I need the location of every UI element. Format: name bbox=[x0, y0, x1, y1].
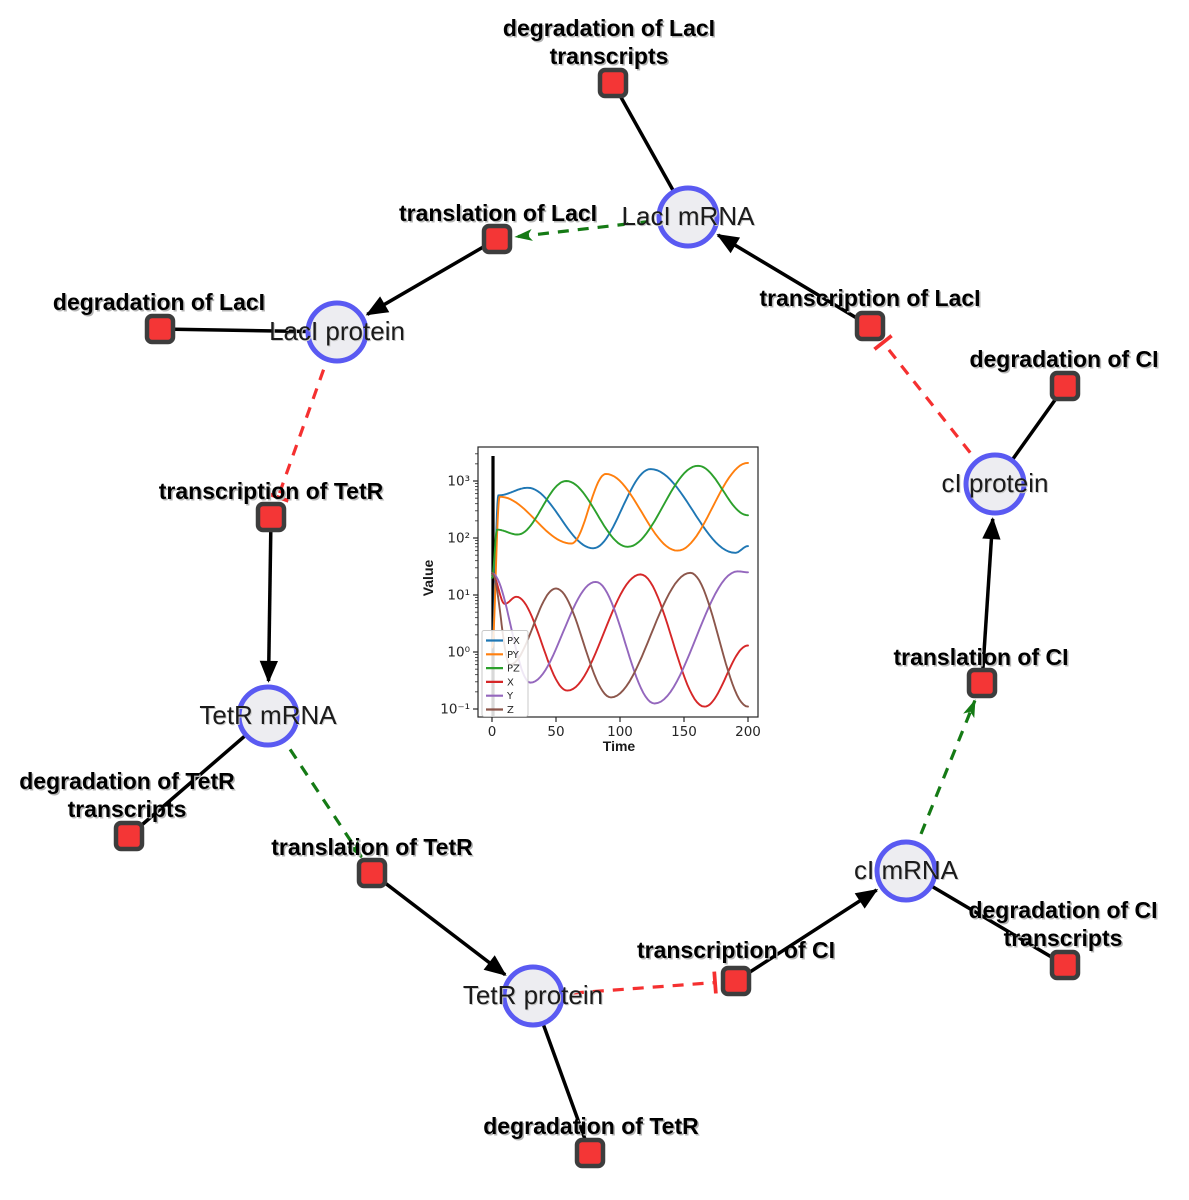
reaction-label-degradation-of-ci: degradation of CI bbox=[969, 346, 1158, 372]
legend-entry-PX: PX bbox=[507, 636, 520, 647]
chart-x-tick-label: 100 bbox=[607, 724, 633, 740]
chart-y-tick-label: 10² bbox=[447, 531, 470, 547]
chart-y-axis-label: Value bbox=[420, 560, 436, 597]
edge-transcription-of-tetr-to-tetr-mrna-production[interactable] bbox=[259, 516, 278, 683]
species-node-tetr-mrna[interactable] bbox=[236, 684, 300, 748]
chart-x-tick-label: 200 bbox=[735, 724, 761, 740]
species-label-tetr-protein: TetR protein bbox=[463, 980, 603, 1010]
reaction-node-translation-of-laci[interactable] bbox=[481, 223, 513, 255]
reaction-label-degradation-of-laci-transcripts: degradation of LacI transcripts bbox=[503, 15, 715, 69]
species-label-laci-protein: LacI protein bbox=[269, 316, 405, 346]
reaction-node-degradation-of-ci-transcripts[interactable] bbox=[1049, 949, 1081, 981]
reaction-label-transcription-of-ci: transcription of CI bbox=[637, 937, 835, 963]
chart-x-tick-label: 0 bbox=[488, 724, 497, 740]
inset-simulation-chart: 10⁻¹ 10⁰ 10¹ 10² 10³ 0 50 100 150 200 Time Value PX P… bbox=[420, 446, 761, 754]
chart-series-group bbox=[491, 461, 749, 708]
reaction-node-transcription-of-ci[interactable] bbox=[720, 965, 752, 997]
species-label-laci-mrna: LacI mRNA bbox=[622, 201, 756, 231]
reaction-label-transcription-of-tetr: transcription of TetR bbox=[159, 478, 384, 504]
chart-x-tick-label: 150 bbox=[671, 724, 697, 740]
reaction-label-degradation-of-laci: degradation of LacI bbox=[53, 289, 265, 315]
reaction-node-degradation-of-tetr-transcripts[interactable] bbox=[113, 820, 145, 852]
reaction-label-translation-of-ci: translation of CI bbox=[893, 644, 1068, 670]
species-node-tetr-protein[interactable] bbox=[501, 964, 565, 1028]
series-line-PY bbox=[491, 461, 749, 649]
reaction-label-transcription-of-laci: transcription of LacI bbox=[759, 285, 980, 311]
reaction-node-transcription-of-tetr[interactable] bbox=[255, 501, 287, 533]
reaction-node-transcription-of-laci[interactable] bbox=[854, 310, 886, 342]
chart-legend bbox=[481, 630, 529, 717]
labels-layer: degradation of LacI transcripts translatio… bbox=[19, 15, 1158, 1139]
species-node-ci-protein[interactable] bbox=[963, 452, 1027, 516]
reaction-node-degradation-of-laci[interactable] bbox=[144, 313, 176, 345]
reaction-node-degradation-of-tetr[interactable] bbox=[574, 1137, 606, 1169]
edge-translation-of-ci-to-ci-protein-production[interactable] bbox=[980, 517, 1001, 684]
chart-x-axis-label: Time bbox=[603, 738, 636, 754]
series-line-PX bbox=[491, 468, 749, 649]
chart-x-tick-label: 50 bbox=[547, 724, 564, 740]
reaction-label-degradation-of-tetr-transcripts: degradation of TetR transcripts bbox=[19, 768, 235, 822]
series-line-PZ bbox=[491, 464, 749, 579]
species-label-tetr-mrna: TetR mRNA bbox=[199, 700, 337, 730]
species-label-ci-protein: cI protein bbox=[942, 468, 1049, 498]
reaction-node-translation-of-tetr[interactable] bbox=[356, 857, 388, 889]
legend-entry-Z: Z bbox=[507, 705, 514, 716]
legend-entry-X: X bbox=[507, 677, 514, 688]
edge-transcription-of-ci-to-ci-mrna-production[interactable] bbox=[735, 888, 879, 983]
nodes-layer bbox=[113, 67, 1081, 1169]
reaction-node-degradation-of-ci[interactable] bbox=[1049, 370, 1081, 402]
species-node-laci-mrna[interactable] bbox=[656, 185, 720, 249]
reaction-label-degradation-of-ci-transcripts: degradation of CI transcripts bbox=[968, 897, 1157, 951]
chart-y-tick-label: 10⁻¹ bbox=[440, 702, 470, 718]
reaction-node-degradation-of-laci-transcripts[interactable] bbox=[597, 67, 629, 99]
species-label-ci-mrna: cI mRNA bbox=[854, 855, 959, 885]
edge-translation-of-laci-to-laci-protein-production[interactable] bbox=[365, 237, 498, 316]
edge-translation-of-tetr-to-tetr-protein-production[interactable] bbox=[370, 871, 507, 977]
legend-entry-Y: Y bbox=[506, 691, 514, 702]
chart-y-tick-label: 10³ bbox=[447, 474, 470, 490]
reaction-label-translation-of-tetr: translation of TetR bbox=[271, 834, 473, 860]
legend-entry-PY: PY bbox=[507, 650, 520, 661]
species-node-laci-protein[interactable] bbox=[305, 300, 369, 364]
chart-y-tick-label: 10⁰ bbox=[447, 645, 470, 661]
legend-entry-PZ: PZ bbox=[507, 664, 520, 675]
reaction-node-translation-of-ci[interactable] bbox=[966, 667, 998, 699]
chart-y-tick-label: 10¹ bbox=[447, 588, 470, 604]
species-node-ci-mrna[interactable] bbox=[874, 839, 938, 903]
reaction-label-degradation-of-tetr: degradation of TetR bbox=[483, 1113, 699, 1139]
reaction-label-translation-of-laci: translation of LacI bbox=[399, 200, 597, 226]
edge-transcription-of-laci-to-laci-mrna-production[interactable] bbox=[716, 233, 871, 328]
